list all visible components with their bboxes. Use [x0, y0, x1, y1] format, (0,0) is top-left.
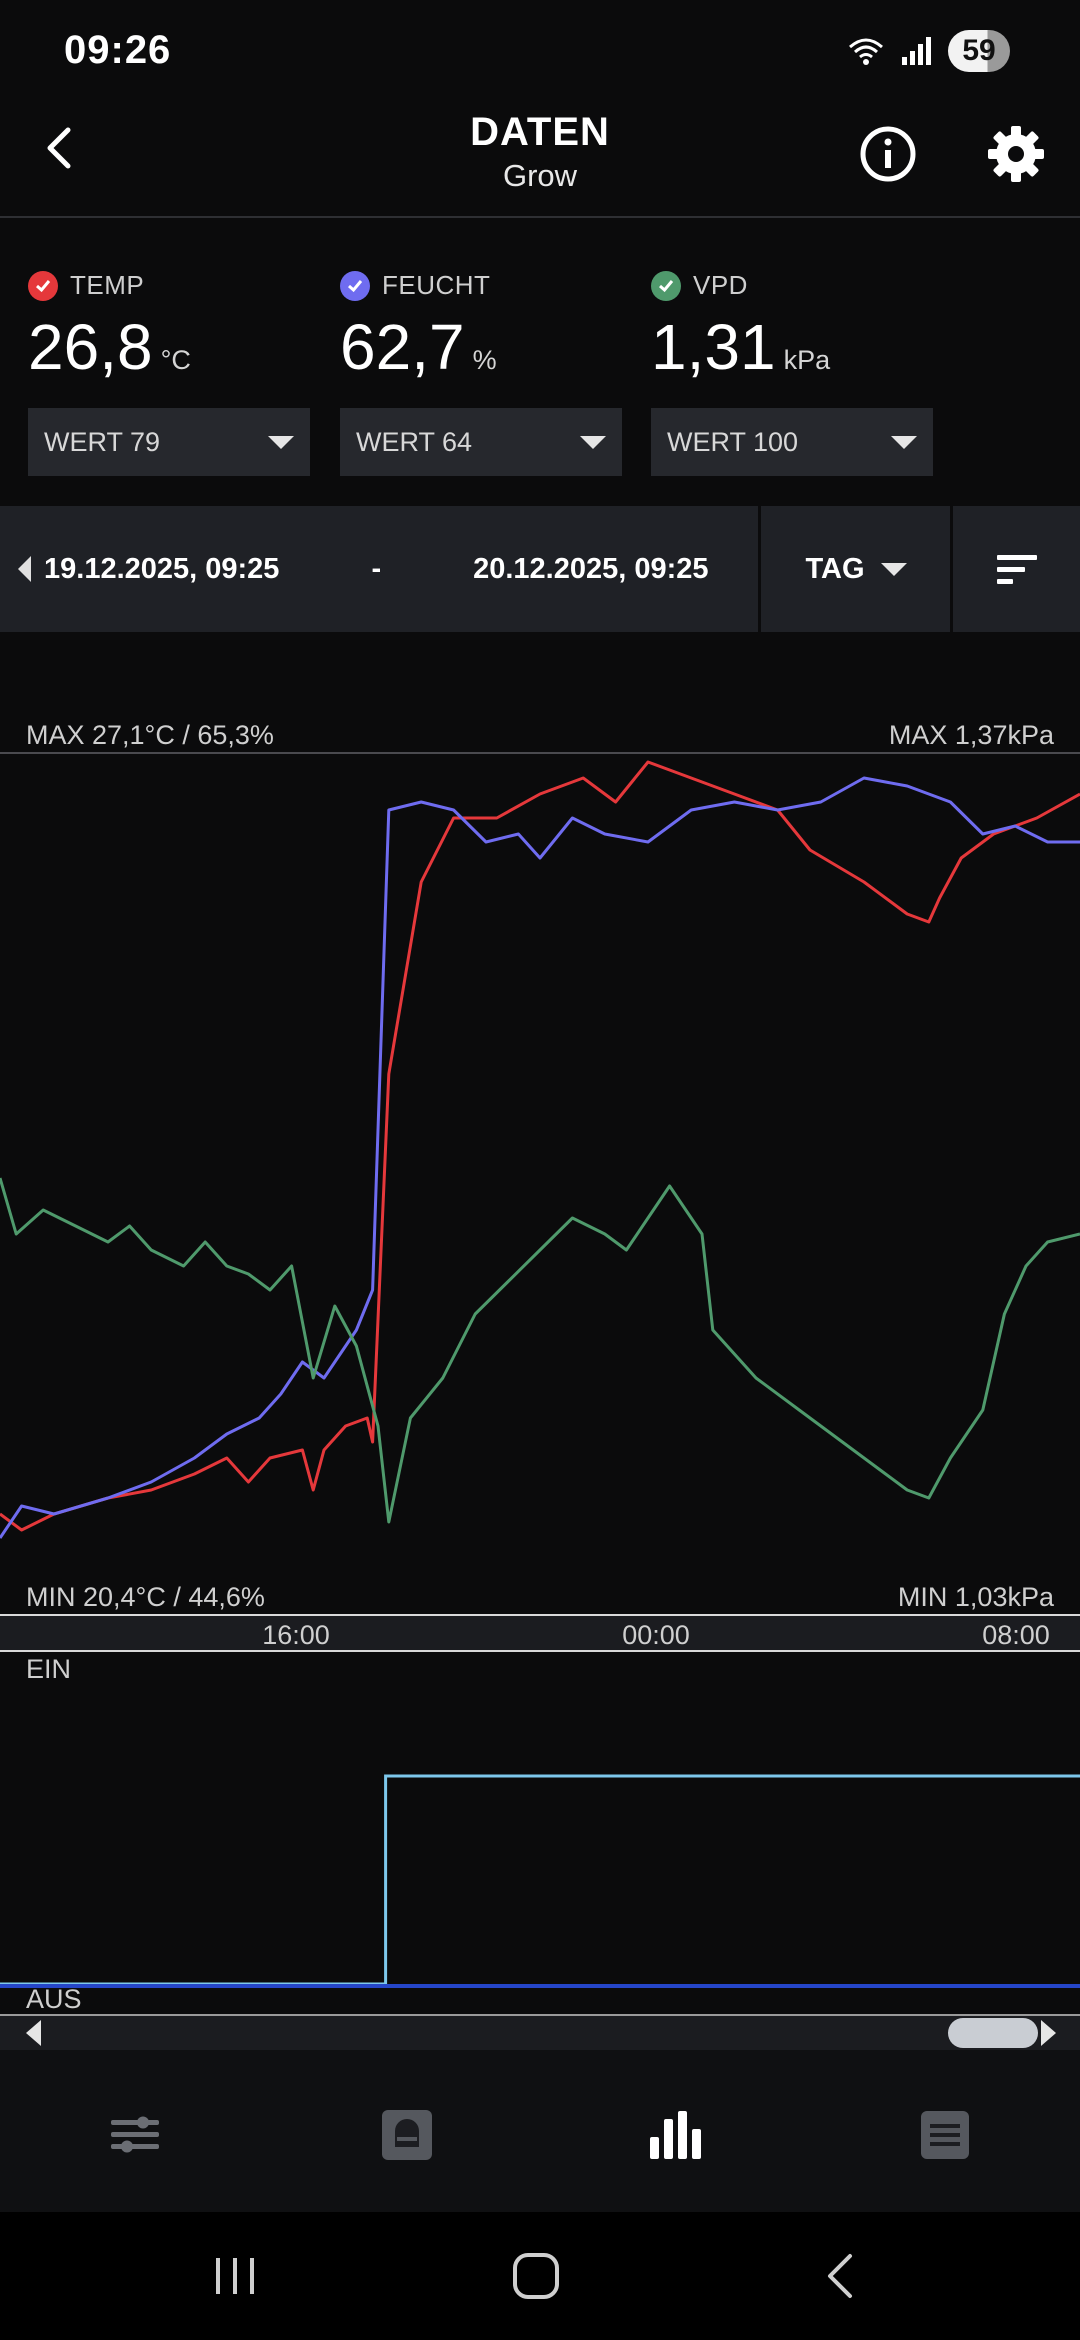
range-end[interactable]: 20.12.2025, 09:25	[473, 552, 709, 585]
switch-state-line	[0, 1774, 1080, 1986]
sort-button[interactable]	[954, 506, 1080, 632]
range-separator: -	[371, 552, 382, 585]
series-line-temp	[0, 760, 1080, 1532]
time-tick: 08:00	[982, 1620, 1050, 1650]
check-icon[interactable]	[651, 270, 681, 301]
chart-scrollbar[interactable]	[0, 2016, 1080, 2050]
chart-icon	[650, 2111, 701, 2159]
sensor-label: TEMP	[70, 270, 145, 300]
sliders-icon	[111, 2116, 159, 2153]
period-label: TAG	[805, 552, 865, 585]
sort-icon	[997, 555, 1037, 584]
min-label-right: MIN 1,03kPa	[897, 1582, 1054, 1612]
info-icon	[860, 126, 916, 182]
caret-down-icon	[268, 435, 294, 449]
period-dropdown[interactable]: TAG	[762, 506, 950, 632]
nav-device[interactable]	[362, 2100, 452, 2170]
sensor-chart[interactable]	[0, 754, 1080, 1554]
caret-left-icon[interactable]	[18, 556, 32, 582]
sensor-value: 26,8	[28, 311, 153, 383]
signal-icon	[902, 37, 931, 65]
min-label-left: MIN 20,4°C / 44,6%	[26, 1582, 265, 1612]
check-icon[interactable]	[28, 270, 58, 301]
scroll-top-line	[0, 2014, 1080, 2016]
back-nav-icon[interactable]	[820, 2250, 860, 2302]
chart-axis-bottom	[0, 1650, 1080, 1652]
bottom-nav	[0, 2050, 1080, 2212]
chart-axis-top	[0, 1614, 1080, 1616]
sensor-value: 62,7	[340, 311, 465, 383]
sensor-label: VPD	[693, 270, 748, 300]
chevron-left-icon	[47, 127, 71, 169]
range-start[interactable]: 19.12.2025, 09:25	[44, 552, 280, 585]
dropdown-label: WERT 79	[44, 426, 161, 457]
series-line-feucht	[0, 776, 1080, 1539]
device-icon	[382, 2110, 432, 2160]
nav-controls[interactable]	[90, 2100, 180, 2170]
home-icon[interactable]	[510, 2250, 562, 2302]
page-title: DATEN	[470, 110, 610, 154]
header-divider	[0, 216, 1080, 218]
sensor-temp: TEMP 26,8 °C	[28, 270, 318, 392]
wifi-icon	[849, 38, 883, 65]
back-button[interactable]	[38, 118, 82, 178]
vpd-value-dropdown[interactable]: WERT 100	[651, 408, 933, 476]
scroll-right-icon[interactable]	[1040, 2020, 1056, 2046]
sensor-value: 1,31	[651, 311, 776, 383]
battery-indicator: 59	[948, 30, 1010, 72]
temp-value-dropdown[interactable]: WERT 79	[28, 408, 310, 476]
gear-icon	[988, 126, 1044, 182]
page-subtitle: Grow	[502, 158, 578, 193]
caret-down-icon	[580, 435, 606, 449]
status-icons: 59	[846, 30, 1010, 72]
chart-top-line	[0, 752, 1080, 754]
max-label-left: MAX 27,1°C / 65,3%	[26, 720, 274, 750]
divider	[758, 506, 761, 632]
list-icon	[921, 2111, 969, 2159]
humidity-value-dropdown[interactable]: WERT 64	[340, 408, 622, 476]
sensor-unit: kPa	[783, 345, 831, 375]
status-time: 09:26	[64, 28, 172, 72]
switch-off-label: AUS	[26, 1984, 82, 2014]
time-tick: 00:00	[622, 1620, 690, 1650]
caret-down-icon	[880, 562, 907, 576]
dropdown-label: WERT 100	[667, 426, 799, 457]
time-axis	[0, 1616, 1080, 1650]
info-button[interactable]	[858, 124, 918, 184]
switch-chart	[0, 1774, 1080, 1988]
dropdown-label: WERT 64	[356, 426, 473, 457]
check-icon[interactable]	[340, 270, 370, 301]
recent-apps-icon[interactable]	[210, 2256, 260, 2296]
max-label-right: MAX 1,37kPa	[888, 720, 1054, 750]
sensor-humidity: FEUCHT 62,7 %	[340, 270, 630, 392]
switch-on-label: EIN	[26, 1654, 72, 1684]
caret-down-icon	[891, 435, 917, 449]
sensor-unit: °C	[160, 345, 191, 375]
nav-data[interactable]	[630, 2100, 720, 2170]
settings-button[interactable]	[984, 122, 1048, 186]
sensor-label: FEUCHT	[382, 270, 491, 300]
nav-log[interactable]	[900, 2100, 990, 2170]
sensor-vpd: VPD 1,31 kPa	[651, 270, 941, 392]
scroll-left-icon[interactable]	[26, 2020, 42, 2046]
series-line-vpd	[0, 1177, 1080, 1524]
system-nav-bar	[0, 2212, 1080, 2340]
date-range[interactable]: 19.12.2025, 09:25 - 20.12.2025, 09:25	[0, 506, 758, 632]
time-tick: 16:00	[262, 1620, 330, 1650]
divider	[950, 506, 953, 632]
scroll-thumb[interactable]	[948, 2018, 1038, 2048]
sensor-unit: %	[472, 345, 497, 375]
